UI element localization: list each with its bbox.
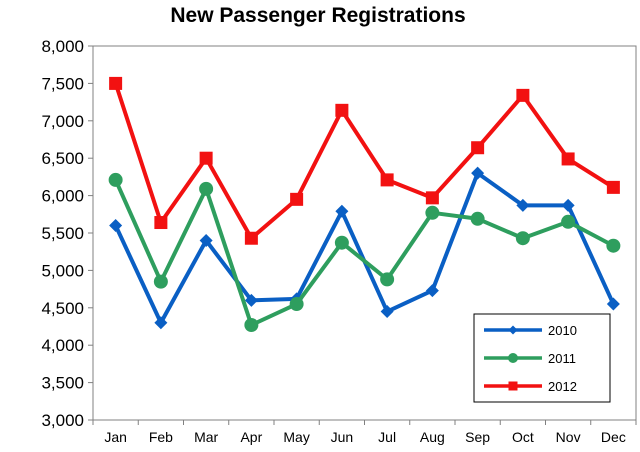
data-point-2011-Nov bbox=[561, 214, 576, 229]
x-tick-label: Nov bbox=[556, 429, 581, 445]
x-axis: Jan Feb Mar Apr May Jun Jul Aug Sep Oct Nov Dec bbox=[92, 420, 637, 445]
data-point-2010-Nov bbox=[561, 198, 575, 212]
data-point-2011-Sep bbox=[470, 211, 485, 226]
x-tick-label: Jan bbox=[104, 429, 127, 445]
legend-label: 2011 bbox=[548, 351, 576, 366]
series-line-2012 bbox=[113, 81, 616, 241]
data-point-2012-Feb bbox=[154, 216, 168, 230]
x-tick-label: Sep bbox=[465, 429, 490, 445]
data-point-2010-Apr bbox=[244, 293, 258, 307]
y-tick-label: 5,500 bbox=[41, 224, 84, 243]
data-point-2010-Oct bbox=[516, 198, 530, 212]
data-point-2010-Dec bbox=[606, 297, 620, 311]
y-tick-label: 7,000 bbox=[41, 112, 84, 131]
series-2011 bbox=[108, 172, 621, 333]
data-point-2012-Sep bbox=[471, 141, 485, 155]
legend: 2010 2011 2012 bbox=[473, 313, 611, 403]
series-layer bbox=[108, 76, 621, 333]
y-tick-label: 3,500 bbox=[41, 374, 84, 393]
data-point-2012-Aug bbox=[425, 191, 439, 205]
data-point-2011-Apr bbox=[244, 318, 259, 333]
data-point-2010-Feb bbox=[154, 316, 168, 330]
x-tick-label: Apr bbox=[240, 429, 262, 445]
x-tick-label: Oct bbox=[512, 429, 534, 445]
legend-item-2010: 2010 bbox=[484, 323, 577, 338]
data-point-2011-Feb bbox=[153, 274, 168, 289]
legend-label: 2010 bbox=[548, 323, 577, 338]
data-point-2011-Jun bbox=[334, 235, 349, 250]
data-point-2010-Sep bbox=[471, 166, 485, 180]
y-tick-label: 4,000 bbox=[41, 336, 84, 355]
y-tick-label: 6,500 bbox=[41, 149, 84, 168]
data-point-2010-Jun bbox=[335, 204, 349, 218]
data-point-2011-May bbox=[289, 297, 304, 312]
y-tick-label: 8,000 bbox=[41, 37, 84, 56]
data-point-2010-Jan bbox=[109, 219, 123, 233]
data-point-2011-Jan bbox=[108, 172, 123, 187]
x-tick-label: Jul bbox=[378, 429, 396, 445]
data-point-2012-Oct bbox=[516, 88, 530, 102]
x-tick-label: Feb bbox=[149, 429, 173, 445]
y-tick-label: 5,000 bbox=[41, 261, 84, 280]
legend-swatch-marker bbox=[508, 353, 518, 363]
x-tick-label: Mar bbox=[194, 429, 218, 445]
data-point-2011-Mar bbox=[199, 181, 214, 196]
legend-item-2011: 2011 bbox=[484, 351, 576, 366]
data-point-2012-Jun bbox=[335, 103, 349, 117]
data-point-2011-Oct bbox=[515, 231, 530, 246]
data-point-2012-Dec bbox=[606, 180, 620, 194]
legend-swatch-marker bbox=[508, 381, 518, 391]
legend-item-2012: 2012 bbox=[484, 379, 577, 394]
data-point-2012-Jan bbox=[109, 76, 123, 90]
y-axis: 3,000 3,500 4,000 4,500 5,000 5,500 6,000 6,500… bbox=[41, 37, 93, 430]
x-tick-label: May bbox=[283, 429, 309, 445]
data-point-2012-Mar bbox=[199, 151, 213, 165]
series-line-2011 bbox=[113, 177, 616, 328]
data-point-2010-Aug bbox=[425, 284, 439, 298]
data-point-2012-Nov bbox=[561, 152, 575, 166]
data-point-2012-Apr bbox=[244, 231, 258, 245]
data-point-2011-Dec bbox=[606, 238, 621, 253]
x-tick-label: Dec bbox=[601, 429, 626, 445]
y-tick-label: 7,500 bbox=[41, 74, 84, 93]
data-point-2010-Jul bbox=[380, 305, 394, 319]
data-point-2012-May bbox=[290, 192, 304, 206]
legend-label: 2012 bbox=[548, 379, 577, 394]
data-point-2011-Aug bbox=[425, 205, 440, 220]
series-2012 bbox=[109, 76, 620, 245]
data-point-2011-Jul bbox=[380, 272, 395, 287]
data-point-2010-Mar bbox=[199, 233, 213, 247]
y-tick-label: 6,000 bbox=[41, 187, 84, 206]
x-tick-label: Aug bbox=[420, 429, 445, 445]
legend-swatch-marker bbox=[508, 325, 518, 335]
y-tick-label: 3,000 bbox=[41, 411, 84, 430]
data-point-2012-Jul bbox=[380, 173, 394, 187]
y-tick-label: 4,500 bbox=[41, 299, 84, 318]
chart-title: New Passenger Registrations bbox=[170, 4, 465, 27]
x-tick-label: Jun bbox=[331, 429, 354, 445]
